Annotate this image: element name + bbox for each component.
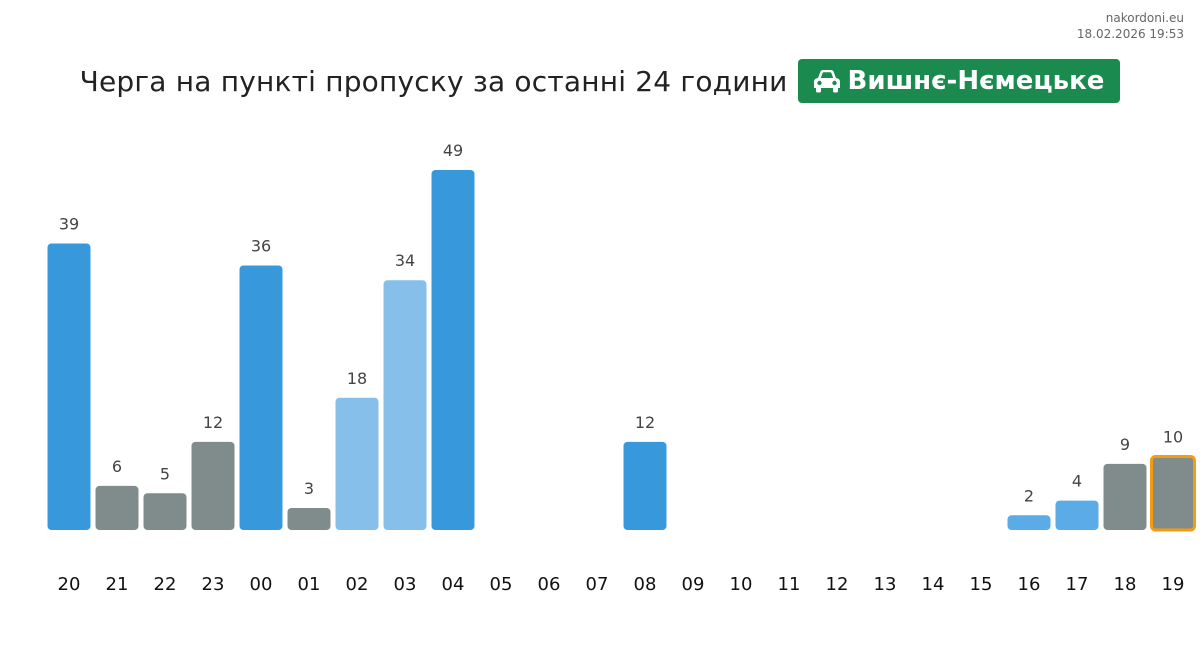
chart-title: Черга на пункті пропуску за останні 24 г… — [79, 64, 788, 98]
bar-04 — [431, 170, 475, 530]
bar-08 — [623, 441, 667, 530]
x-tick-00: 00 — [250, 574, 273, 595]
bar-22 — [143, 493, 187, 530]
bar-03 — [383, 280, 427, 530]
x-tick-09: 09 — [682, 574, 705, 595]
bar-17 — [1055, 500, 1099, 530]
x-tick-18: 18 — [1114, 574, 1137, 595]
x-tick-11: 11 — [778, 574, 801, 595]
x-tick-01: 01 — [298, 574, 321, 595]
x-tick-12: 12 — [826, 574, 849, 595]
bar-16 — [1007, 515, 1051, 530]
source-site: nakordoni.eu — [1105, 11, 1184, 25]
x-tick-22: 22 — [154, 574, 177, 595]
x-tick-20: 20 — [58, 574, 81, 595]
data-label-04: 49 — [443, 141, 463, 160]
chart-header: Черга на пункті пропуску за останні 24 г… — [0, 58, 1200, 104]
x-tick-04: 04 — [442, 574, 465, 595]
data-label-18: 9 — [1120, 435, 1130, 454]
data-label-22: 5 — [160, 464, 170, 483]
bar-02 — [335, 397, 379, 530]
x-tick-08: 08 — [634, 574, 657, 595]
x-tick-10: 10 — [730, 574, 753, 595]
source-info: nakordoni.eu 18.02.2026 19:53 — [1077, 10, 1184, 42]
x-tick-19: 19 — [1162, 574, 1185, 595]
bar-23 — [191, 441, 235, 530]
data-label-19: 10 — [1163, 428, 1183, 447]
x-tick-16: 16 — [1018, 574, 1041, 595]
bar-21 — [95, 485, 139, 530]
bar-20 — [47, 243, 91, 530]
x-tick-23: 23 — [202, 574, 225, 595]
bar-18 — [1103, 463, 1147, 530]
x-tick-13: 13 — [874, 574, 897, 595]
x-tick-02: 02 — [346, 574, 369, 595]
data-label-03: 34 — [395, 251, 415, 270]
bar-00 — [239, 265, 283, 530]
data-label-17: 4 — [1072, 472, 1082, 491]
data-label-08: 12 — [635, 413, 655, 432]
data-label-01: 3 — [304, 479, 314, 498]
checkpoint-name: Вишнє-Нємецьке — [847, 66, 1105, 96]
car-icon — [813, 70, 840, 93]
data-label-20: 39 — [59, 214, 79, 233]
x-tick-05: 05 — [490, 574, 513, 595]
bar-19 — [1150, 455, 1196, 532]
data-label-16: 2 — [1024, 486, 1034, 505]
data-label-23: 12 — [203, 413, 223, 432]
data-label-02: 18 — [347, 369, 367, 388]
x-tick-21: 21 — [106, 574, 129, 595]
bar-01 — [287, 507, 331, 530]
x-tick-17: 17 — [1066, 574, 1089, 595]
data-label-00: 36 — [251, 237, 271, 256]
source-timestamp: 18.02.2026 19:53 — [1076, 27, 1184, 41]
checkpoint-badge: Вишнє-Нємецьке — [797, 59, 1121, 103]
x-tick-14: 14 — [922, 574, 945, 595]
x-tick-03: 03 — [394, 574, 417, 595]
data-label-21: 6 — [112, 457, 122, 476]
x-tick-15: 15 — [970, 574, 993, 595]
x-tick-07: 07 — [586, 574, 609, 595]
x-tick-06: 06 — [538, 574, 561, 595]
